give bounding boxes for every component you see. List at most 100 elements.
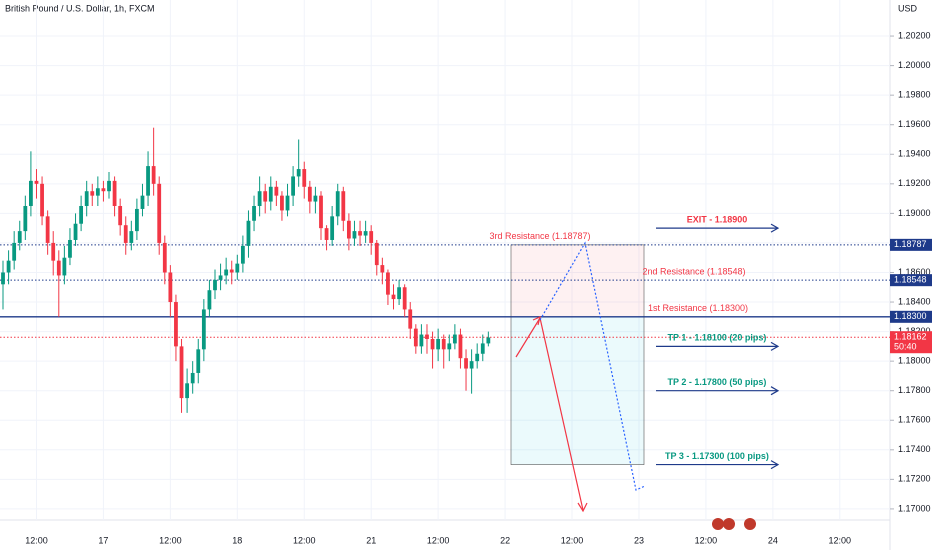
candle-body: [29, 180, 33, 206]
flag: [744, 518, 756, 530]
candle-body: [1, 272, 5, 285]
candle-body: [324, 228, 329, 240]
candle-body: [129, 231, 134, 243]
x-tick-label: 12:00: [427, 535, 450, 545]
candle-body: [235, 263, 240, 273]
candle-body: [151, 166, 156, 184]
candle-body: [319, 195, 323, 229]
candle-body: [280, 195, 284, 211]
y-tick-label: 1.19800: [898, 90, 931, 100]
candle-body: [296, 169, 301, 177]
y-tick-label: 1.17200: [898, 474, 931, 484]
x-tick-label: 12:00: [561, 535, 584, 545]
candle-body: [51, 242, 56, 261]
candle-body: [447, 343, 452, 350]
candle-body: [95, 188, 100, 196]
price-label: 1.18787: [894, 239, 927, 249]
x-tick-label: 17: [98, 535, 108, 545]
x-tick-label: 22: [500, 535, 510, 545]
x-tick-label: 12:00: [25, 535, 48, 545]
candle-body: [6, 260, 11, 273]
candle-body: [419, 334, 424, 347]
currency: USD: [898, 3, 918, 13]
candle-body: [218, 275, 223, 280]
candle-body: [369, 231, 374, 243]
candle-body: [408, 309, 413, 329]
y-tick-label: 1.17000: [898, 503, 931, 513]
candle-body: [174, 302, 178, 347]
target-zone: [510, 316, 645, 465]
x-tick-label: 12:00: [159, 535, 182, 545]
y-tick-label: 1.19200: [898, 178, 931, 188]
x-tick-label: 24: [768, 535, 778, 545]
candle-body: [73, 223, 78, 240]
price-label-box: [890, 331, 932, 354]
candle-body: [263, 191, 268, 202]
x-tick-label: 12:00: [695, 535, 718, 545]
candle-body: [335, 191, 340, 217]
target-label: TP 1 - 1.18100 (20 pips): [668, 333, 767, 343]
level-label: 3rd Resistance (1.18787): [489, 231, 590, 241]
candle-body: [346, 220, 351, 239]
arrow-head: [532, 315, 588, 513]
candle-body: [475, 353, 480, 362]
x-tick-label: 12:00: [293, 535, 316, 545]
price-label: 1.18300: [894, 311, 927, 321]
candle-body: [229, 269, 234, 273]
candle-body: [157, 183, 162, 243]
candle-body: [291, 176, 295, 196]
candle-body: [341, 191, 346, 221]
flag: [723, 518, 735, 530]
candle-body: [140, 195, 145, 209]
candle-body: [452, 334, 457, 344]
y-tick-label: 1.18000: [898, 356, 931, 366]
x-tick-label: 21: [366, 535, 376, 545]
candle-body: [90, 191, 95, 196]
candle-body: [441, 338, 446, 350]
target-arrow-head: [770, 460, 780, 470]
y-tick-label: 1.20200: [898, 30, 931, 40]
candle-body: [307, 186, 312, 202]
candle-body: [458, 334, 463, 359]
flags: [712, 518, 756, 530]
candle-body: [252, 205, 256, 221]
candle-body: [17, 231, 22, 243]
target-arrow-head: [770, 223, 780, 233]
candle-body: [207, 290, 212, 310]
y-tick-label: 1.18400: [898, 296, 931, 306]
candle-body: [123, 225, 128, 243]
y-tick-label: 1.18200: [898, 326, 931, 336]
candle-body: [274, 186, 279, 196]
x-tick-label: 18: [232, 535, 242, 545]
candle-body: [358, 231, 362, 236]
y-tick-label: 1.17800: [898, 385, 931, 395]
x-tick-label: 12:00: [829, 535, 852, 545]
candle-body: [196, 349, 201, 373]
candle-body: [413, 328, 418, 347]
target-label: TP 2 - 1.17800 (50 pips): [668, 377, 767, 387]
candle-body: [224, 269, 229, 276]
candle-body: [480, 343, 485, 354]
candle-body: [352, 231, 357, 239]
candle-body: [101, 188, 106, 192]
candle-body: [146, 166, 150, 196]
candle-body: [425, 334, 429, 339]
flag: [712, 518, 724, 530]
candle-body: [402, 287, 407, 310]
resistance-zone: [510, 244, 645, 318]
candle-body: [68, 239, 72, 258]
chart-title: British Pound / U.S. Dollar, 1h, FXCM: [5, 3, 155, 13]
price-label: 1.18548: [894, 275, 927, 285]
candle-body: [330, 216, 335, 240]
candle-body: [162, 242, 167, 273]
candle-body: [302, 169, 307, 187]
candle-body: [190, 372, 195, 384]
candle-body: [213, 279, 217, 291]
target-arrow-head: [770, 341, 780, 351]
price-label-box: [890, 274, 932, 287]
candle-body: [268, 186, 273, 202]
price-countdown: 50:40: [894, 342, 917, 352]
candle-body: [62, 257, 67, 276]
candle-body: [185, 383, 190, 399]
